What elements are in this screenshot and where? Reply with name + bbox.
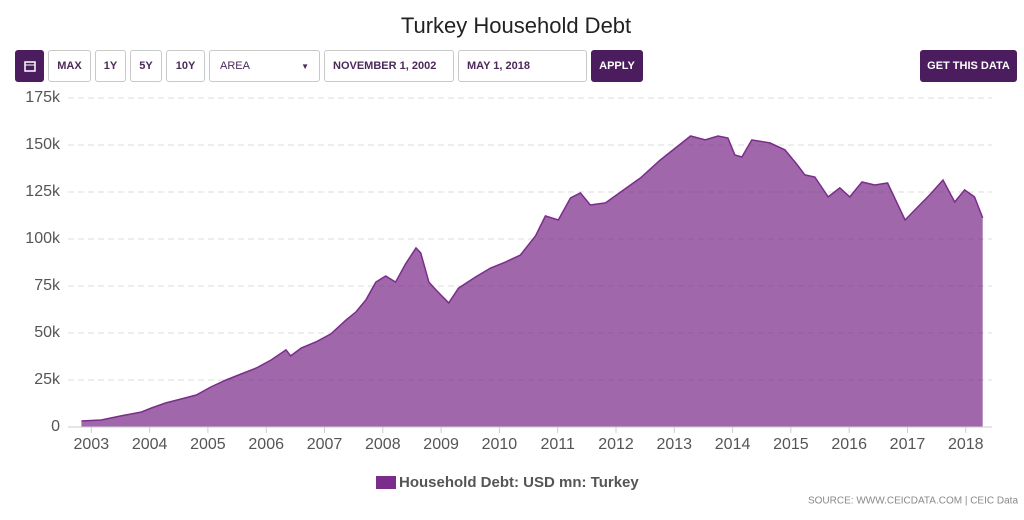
apply-button[interactable]: APPLY bbox=[591, 50, 643, 82]
y-tick-label: 75k bbox=[34, 277, 61, 294]
x-tick-label: 2012 bbox=[598, 436, 634, 453]
x-tick-label: 2007 bbox=[307, 436, 343, 453]
y-tick-label: 50k bbox=[34, 324, 61, 341]
calendar-button[interactable] bbox=[15, 50, 44, 82]
x-tick-label: 2003 bbox=[74, 436, 110, 453]
range-button[interactable]: 5Y bbox=[130, 50, 162, 82]
select-value: AREA bbox=[220, 60, 250, 72]
x-tick-label: 2017 bbox=[890, 436, 926, 453]
x-tick-label: 2015 bbox=[773, 436, 809, 453]
line bbox=[81, 135, 984, 422]
start-date-input[interactable]: NOVEMBER 1, 2002 bbox=[324, 50, 454, 82]
area bbox=[81, 136, 983, 427]
x-tick-label: 2004 bbox=[132, 436, 168, 453]
range-button[interactable]: 1Y bbox=[95, 50, 126, 82]
x-tick-label: 2010 bbox=[482, 436, 518, 453]
legend-label[interactable]: Household Debt: USD mn: Turkey bbox=[399, 474, 639, 491]
select-arrow: ▼ bbox=[301, 61, 309, 71]
range-button[interactable]: 10Y bbox=[166, 50, 205, 82]
y-tick-label: 175k bbox=[25, 89, 61, 106]
y-tick-label: 0 bbox=[51, 418, 60, 435]
x-tick-label: 2013 bbox=[656, 436, 692, 453]
y-tick-label: 125k bbox=[25, 183, 61, 200]
y-tick-label: 25k bbox=[34, 371, 61, 388]
end-date-input[interactable]: MAY 1, 2018 bbox=[458, 50, 587, 82]
x-tick-label: 2014 bbox=[715, 436, 751, 453]
y-tick-label: 100k bbox=[25, 230, 61, 247]
x-tick-label: 2011 bbox=[540, 436, 575, 453]
chart-type-select[interactable]: AREA ▼ bbox=[209, 50, 320, 82]
x-tick-label: 2005 bbox=[190, 436, 226, 453]
legend-swatch bbox=[376, 476, 396, 489]
y-tick-label: 150k bbox=[25, 136, 61, 153]
x-tick-label: 2006 bbox=[248, 436, 284, 453]
x-tick-label: 2018 bbox=[948, 436, 984, 453]
x-tick-label: 2009 bbox=[423, 436, 459, 453]
x-tick-label: 2016 bbox=[831, 436, 867, 453]
calendar-icon bbox=[23, 61, 36, 72]
get-data-button[interactable]: GET THIS DATA bbox=[920, 50, 1017, 82]
x-tick-label: 2008 bbox=[365, 436, 401, 453]
chart-title: Turkey Household Debt bbox=[401, 13, 631, 38]
range-button[interactable]: MAX bbox=[48, 50, 91, 82]
source-note: SOURCE: WWW.CEICDATA.COM | CEIC Data bbox=[808, 496, 1018, 507]
